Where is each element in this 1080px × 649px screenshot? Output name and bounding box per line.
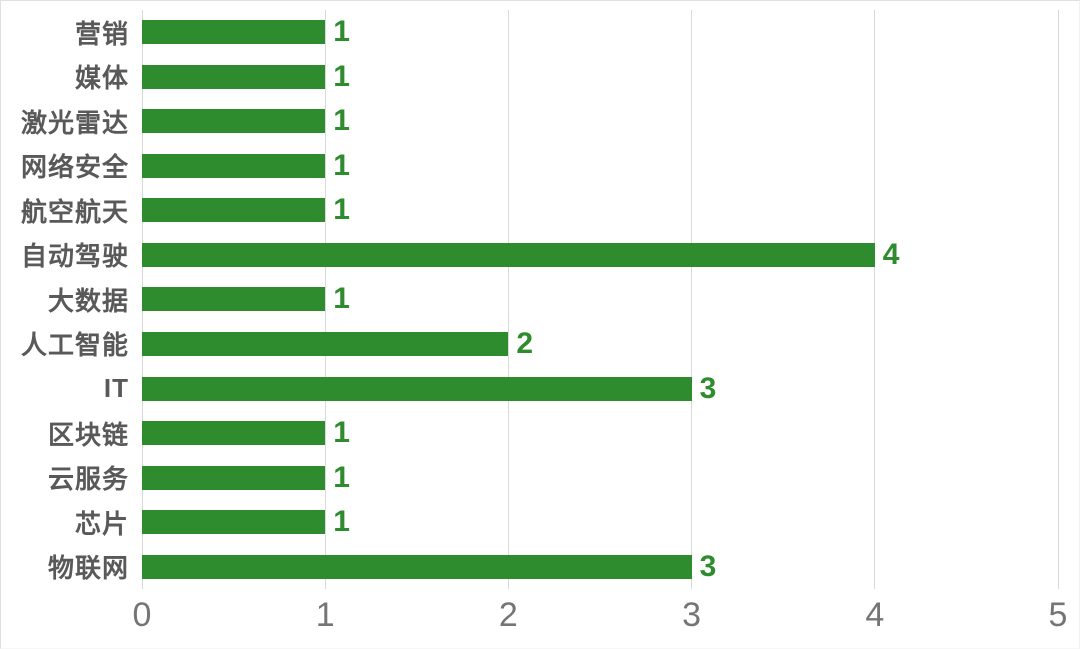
chart-row: 芯片 1 bbox=[1, 500, 1080, 545]
category-label: 人工智能 bbox=[20, 330, 129, 361]
chart-row: 自动驾驶 4 bbox=[1, 233, 1080, 278]
bar bbox=[142, 242, 875, 267]
x-tick-label: 1 bbox=[315, 596, 335, 634]
gridline-1 bbox=[324, 10, 326, 589]
category-label: 营销 bbox=[74, 18, 129, 49]
x-tick-label: 4 bbox=[865, 596, 885, 634]
chart-rows: 营销 1 媒体 1 激光雷达 1 网络安全 1 航空航天 1 自动驾驶 4 大数据 1 人工智能 2 IT 3 区块… bbox=[1, 10, 1080, 589]
value-label: 2 bbox=[516, 326, 534, 360]
bar bbox=[142, 109, 326, 134]
category-label: IT bbox=[103, 373, 129, 404]
bar bbox=[142, 554, 692, 579]
bar-track: 1 bbox=[142, 411, 1058, 456]
bar-track: 3 bbox=[142, 544, 1058, 589]
chart-row: 人工智能 2 bbox=[1, 322, 1080, 367]
value-label: 3 bbox=[699, 371, 717, 405]
chart-row: 区块链 1 bbox=[1, 411, 1080, 456]
value-label: 1 bbox=[333, 59, 350, 93]
bar-track: 1 bbox=[142, 144, 1058, 189]
category-label: 媒体 bbox=[74, 63, 129, 94]
value-label: 1 bbox=[333, 505, 350, 539]
value-label: 1 bbox=[333, 15, 350, 49]
bar bbox=[142, 287, 326, 312]
category-label: 云服务 bbox=[47, 464, 129, 495]
category-label: 芯片 bbox=[74, 508, 129, 539]
bar bbox=[142, 331, 509, 356]
bar-track: 1 bbox=[142, 188, 1058, 233]
category-label: 自动驾驶 bbox=[20, 241, 129, 272]
bar-track: 4 bbox=[142, 233, 1058, 278]
chart-row: 物联网 3 bbox=[1, 544, 1080, 589]
gridline-5 bbox=[1057, 10, 1059, 589]
chart-row: IT 3 bbox=[1, 366, 1080, 411]
bar bbox=[142, 153, 326, 178]
bar-track: 1 bbox=[142, 277, 1058, 322]
bar-track: 3 bbox=[142, 366, 1058, 411]
bar-track: 2 bbox=[142, 322, 1058, 367]
bar bbox=[142, 510, 326, 535]
gridline-2 bbox=[507, 10, 509, 589]
chart-row: 大数据 1 bbox=[1, 277, 1080, 322]
bar bbox=[142, 64, 326, 89]
gridline-3 bbox=[691, 10, 693, 589]
value-label: 1 bbox=[333, 460, 350, 494]
value-label: 1 bbox=[333, 104, 350, 138]
value-label: 1 bbox=[333, 193, 350, 227]
value-label: 4 bbox=[882, 237, 900, 271]
bar bbox=[142, 20, 326, 45]
chart-row: 网络安全 1 bbox=[1, 144, 1080, 189]
bar-track: 1 bbox=[142, 500, 1058, 545]
bar-track: 1 bbox=[142, 55, 1058, 100]
chart-row: 营销 1 bbox=[1, 10, 1080, 55]
gridline-4 bbox=[874, 10, 876, 589]
x-tick-label: 3 bbox=[682, 596, 702, 634]
x-tick-label: 2 bbox=[498, 596, 518, 634]
value-label: 1 bbox=[333, 148, 350, 182]
bar bbox=[142, 376, 692, 401]
category-label: 网络安全 bbox=[20, 152, 129, 183]
category-label: 航空航天 bbox=[20, 196, 129, 227]
bar bbox=[142, 421, 326, 446]
chart-row: 激光雷达 1 bbox=[1, 99, 1080, 144]
category-label: 区块链 bbox=[47, 419, 129, 450]
value-label: 3 bbox=[699, 549, 717, 583]
bar bbox=[142, 465, 326, 490]
x-axis: 0 1 2 3 4 5 bbox=[133, 596, 1068, 638]
value-label: 1 bbox=[333, 416, 350, 450]
x-tick-label: 5 bbox=[1048, 596, 1068, 634]
bar bbox=[142, 198, 326, 223]
chart-row: 航空航天 1 bbox=[1, 188, 1080, 233]
category-label: 物联网 bbox=[47, 553, 129, 584]
bar-track: 1 bbox=[142, 455, 1058, 500]
bar-track: 1 bbox=[142, 99, 1058, 144]
value-label: 1 bbox=[333, 282, 350, 316]
category-label: 大数据 bbox=[47, 285, 129, 316]
x-tick-label: 0 bbox=[132, 596, 152, 634]
category-label: 激光雷达 bbox=[20, 107, 129, 138]
chart-row: 云服务 1 bbox=[1, 455, 1080, 500]
chart-row: 媒体 1 bbox=[1, 55, 1080, 100]
bar-track: 1 bbox=[142, 10, 1058, 55]
